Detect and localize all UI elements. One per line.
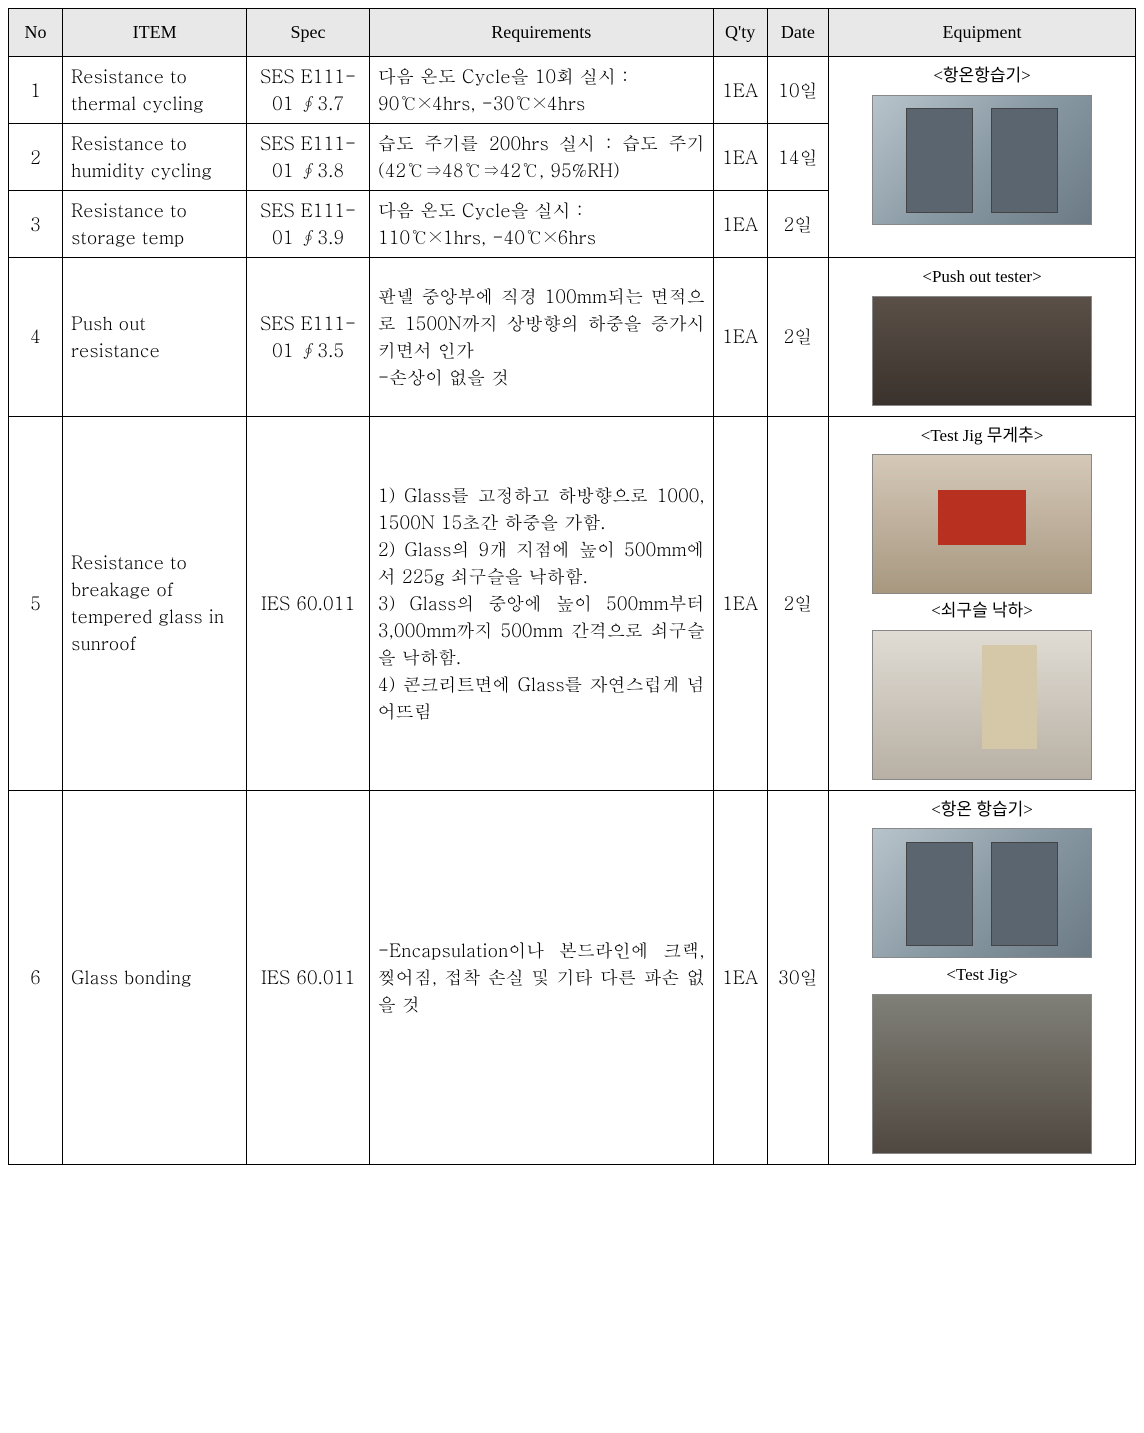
cell-date: 30일 — [767, 790, 828, 1164]
testjig-image — [872, 994, 1092, 1154]
cell-spec: SES E111-01 ∮3.9 — [247, 191, 370, 258]
cell-date: 14일 — [767, 124, 828, 191]
cell-spec: SES E111-01 ∮3.8 — [247, 124, 370, 191]
cell-requirements: 1) Glass를 고정하고 하방향으로 1000, 1500N 15초간 하중… — [369, 416, 713, 790]
cell-qty: 1EA — [713, 191, 767, 258]
cell-item: Resistance to storage temp — [63, 191, 247, 258]
chamber-image — [872, 95, 1092, 225]
cell-no: 3 — [9, 191, 63, 258]
header-requirements: Requirements — [369, 9, 713, 57]
equipment-label: <항온 항습기> — [837, 797, 1127, 823]
equipment-label: <쇠구슬 낙하> — [837, 598, 1127, 624]
cell-qty: 1EA — [713, 124, 767, 191]
header-item: ITEM — [63, 9, 247, 57]
table-row: 5 Resistance to breakage of tempered gla… — [9, 416, 1136, 790]
header-row: No ITEM Spec Requirements Q'ty Date Equi… — [9, 9, 1136, 57]
tester-image — [872, 296, 1092, 406]
equipment-label: <항온항습기> — [837, 63, 1127, 89]
cell-no: 1 — [9, 57, 63, 124]
cell-item: Resistance to thermal cycling — [63, 57, 247, 124]
cell-date: 10일 — [767, 57, 828, 124]
cell-date: 2일 — [767, 416, 828, 790]
header-qty: Q'ty — [713, 9, 767, 57]
cell-equipment: <항온항습기> — [829, 57, 1136, 258]
cell-no: 2 — [9, 124, 63, 191]
cell-equipment: <항온 항습기> <Test Jig> — [829, 790, 1136, 1164]
cell-item: Glass bonding — [63, 790, 247, 1164]
cell-equipment: <Push out tester> — [829, 258, 1136, 417]
cell-no: 6 — [9, 790, 63, 1164]
cell-equipment: <Test Jig 무게추> <쇠구슬 낙하> — [829, 416, 1136, 790]
chamber-image — [872, 828, 1092, 958]
table-row: 4 Push out resistance SES E111-01 ∮3.5 판… — [9, 258, 1136, 417]
cell-qty: 1EA — [713, 790, 767, 1164]
header-no: No — [9, 9, 63, 57]
header-date: Date — [767, 9, 828, 57]
cell-requirements: 다음 온도 Cycle을 10회 실시 :90℃×4hrs, -30℃×4hrs — [369, 57, 713, 124]
table-row: 6 Glass bonding IES 60.011 -Encapsulatio… — [9, 790, 1136, 1164]
table-row: 1 Resistance to thermal cycling SES E111… — [9, 57, 1136, 124]
equipment-label: <Test Jig 무게추> — [837, 423, 1127, 449]
cell-no: 5 — [9, 416, 63, 790]
cell-spec: SES E111-01 ∮3.7 — [247, 57, 370, 124]
cell-item: Resistance to breakage of tempered glass… — [63, 416, 247, 790]
cell-spec: IES 60.011 — [247, 416, 370, 790]
cell-item: Resistance to humidity cycling — [63, 124, 247, 191]
cell-requirements: -Encapsulation이나 본드라인에 크랙, 찢어짐, 접착 손실 및 … — [369, 790, 713, 1164]
cell-qty: 1EA — [713, 57, 767, 124]
cell-item: Push out resistance — [63, 258, 247, 417]
cell-qty: 1EA — [713, 258, 767, 417]
jig-image — [872, 454, 1092, 594]
cell-spec: IES 60.011 — [247, 790, 370, 1164]
cell-spec: SES E111-01 ∮3.5 — [247, 258, 370, 417]
drop-image — [872, 630, 1092, 780]
equipment-label: <Push out tester> — [837, 264, 1127, 290]
cell-date: 2일 — [767, 258, 828, 417]
spec-table: No ITEM Spec Requirements Q'ty Date Equi… — [8, 8, 1136, 1165]
cell-requirements: 판넬 중앙부에 직경 100mm되는 면적으로 1500N까지 상방향의 하중을… — [369, 258, 713, 417]
header-spec: Spec — [247, 9, 370, 57]
cell-date: 2일 — [767, 191, 828, 258]
cell-requirements: 다음 온도 Cycle을 실시 :110℃×1hrs, -40℃×6hrs — [369, 191, 713, 258]
header-equipment: Equipment — [829, 9, 1136, 57]
cell-qty: 1EA — [713, 416, 767, 790]
equipment-label: <Test Jig> — [837, 962, 1127, 988]
cell-no: 4 — [9, 258, 63, 417]
cell-requirements: 습도 주기를 200hrs 실시 : 습도 주기(42℃⇒48℃⇒42℃, 95… — [369, 124, 713, 191]
